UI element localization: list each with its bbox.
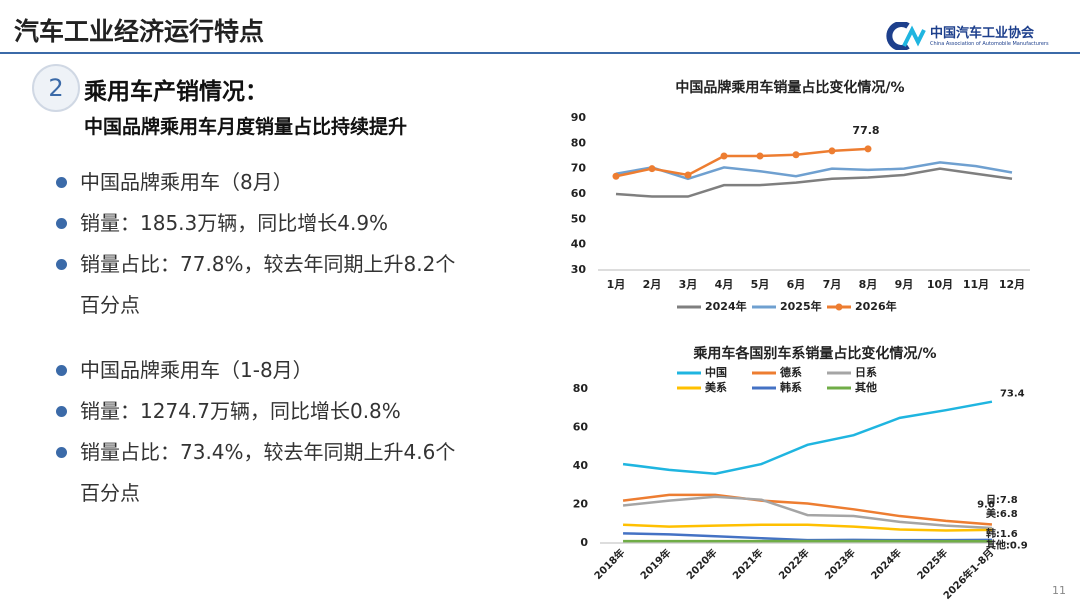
section-title: 乘用车产销情况： — [84, 79, 268, 105]
y-tick-label: 90 — [571, 111, 587, 124]
series-line — [623, 532, 992, 542]
point — [612, 172, 620, 180]
x-tick-label: 7月 — [823, 278, 842, 291]
legend-label: 其他 — [855, 380, 877, 394]
y-tick-label: 80 — [573, 382, 589, 395]
logo-name: 中国汽车工业协会 — [930, 26, 1035, 41]
y-tick-label: 40 — [573, 459, 589, 472]
end-label: 日:7.8 — [986, 494, 1018, 506]
point — [792, 151, 800, 159]
chart-title: 乘用车各国别车系销量占比变化情况/% — [692, 345, 936, 362]
series-line — [615, 147, 869, 178]
logo: 中国汽车工业协会 China Association of Automobile… — [878, 22, 1049, 50]
legend-label: 德系 — [779, 365, 802, 379]
x-tick-label: 2023年 — [822, 546, 858, 582]
x-tick-label: 6月 — [787, 278, 806, 291]
point — [684, 171, 692, 179]
legend-label: 日系 — [855, 365, 877, 379]
point — [864, 145, 872, 153]
x-tick-label: 8月 — [859, 278, 878, 291]
page-number: 11 — [1052, 584, 1066, 597]
series-line — [622, 400, 993, 475]
legend-label: 美系 — [705, 380, 727, 394]
logo-english: China Association of Automobile Manufact… — [930, 41, 1049, 47]
x-tick-label: 2022年 — [776, 546, 812, 582]
x-tick-label: 10月 — [927, 278, 953, 291]
end-label: 73.4 — [1000, 389, 1025, 400]
x-tick-label: 2025年 — [914, 546, 950, 582]
y-tick-label: 70 — [571, 162, 587, 175]
bullet-group: 中国品牌乘用车（1-8月） 销量：1274.7万辆，同比增长0.8% 销量占比：… — [56, 350, 471, 514]
x-tick-label: 4月 — [715, 278, 734, 291]
legend-label: 2024年 — [705, 299, 747, 313]
y-tick-label: 60 — [571, 187, 587, 200]
series-line — [615, 167, 1013, 198]
bullet: 中国品牌乘用车（1-8月） — [56, 350, 471, 391]
legend-label: 2026年 — [855, 299, 897, 313]
bullet: 销量：185.3万辆，同比增长4.9% — [56, 203, 471, 244]
chart-title: 中国品牌乘用车销量占比变化情况/% — [675, 79, 904, 96]
x-tick-label: 2020年 — [684, 546, 720, 582]
x-tick-label: 2024年 — [868, 546, 904, 582]
y-tick-label: 50 — [571, 212, 587, 225]
x-tick-label: 3月 — [679, 278, 698, 291]
series-line — [622, 495, 993, 530]
bullet: 中国品牌乘用车（8月） — [56, 162, 471, 203]
annotation: 77.8 — [852, 124, 879, 137]
series-line — [622, 493, 993, 526]
x-tick-label: 2019年 — [637, 546, 673, 582]
point — [648, 165, 656, 173]
bullet-group: 中国品牌乘用车（8月） 销量：185.3万辆，同比增长4.9% 销量占比：77.… — [56, 162, 471, 326]
header-rule — [0, 52, 1080, 54]
legend-label: 2025年 — [780, 299, 822, 313]
end-label: 其他:0.9 — [986, 538, 1028, 551]
legend-label: 韩系 — [780, 380, 802, 394]
bullet: 销量：1274.7万辆，同比增长0.8% — [56, 391, 471, 432]
x-tick-label: 2018年 — [591, 546, 627, 582]
logo-icon — [886, 22, 926, 50]
y-tick-label: 60 — [573, 421, 589, 434]
section-subtitle: 中国品牌乘用车月度销量占比持续提升 — [84, 116, 408, 138]
legend-marker — [835, 303, 843, 311]
x-tick-label: 2021年 — [730, 546, 766, 582]
x-tick-label: 2月 — [643, 278, 662, 291]
x-tick-label: 9月 — [895, 278, 914, 291]
series-line — [615, 161, 1013, 181]
x-tick-label: 11月 — [963, 278, 989, 291]
end-label: 9.6 — [977, 500, 995, 511]
y-tick-label: 40 — [571, 238, 587, 251]
end-label: 美:6.8 — [986, 507, 1018, 520]
section-number: 2 — [32, 64, 80, 112]
y-tick-label: 30 — [571, 263, 587, 276]
end-label: 韩:1.6 — [986, 527, 1018, 540]
bullet: 销量占比：77.8%，较去年同期上升8.2个百分点 — [56, 244, 471, 326]
y-tick-label: 20 — [573, 498, 589, 511]
point — [720, 152, 728, 160]
x-tick-label: 1月 — [607, 278, 626, 291]
header-title: 汽车工业经济运行特点 — [14, 17, 265, 46]
x-tick-label: 5月 — [751, 278, 770, 291]
legend-label: 中国 — [705, 365, 727, 379]
point — [756, 152, 764, 160]
y-tick-label: 80 — [571, 136, 587, 149]
x-tick-label: 12月 — [999, 278, 1025, 291]
y-tick-label: 0 — [580, 536, 588, 549]
point — [828, 147, 836, 155]
bullet: 销量占比：73.4%，较去年同期上升4.6个百分点 — [56, 432, 471, 514]
series-line — [623, 523, 992, 532]
